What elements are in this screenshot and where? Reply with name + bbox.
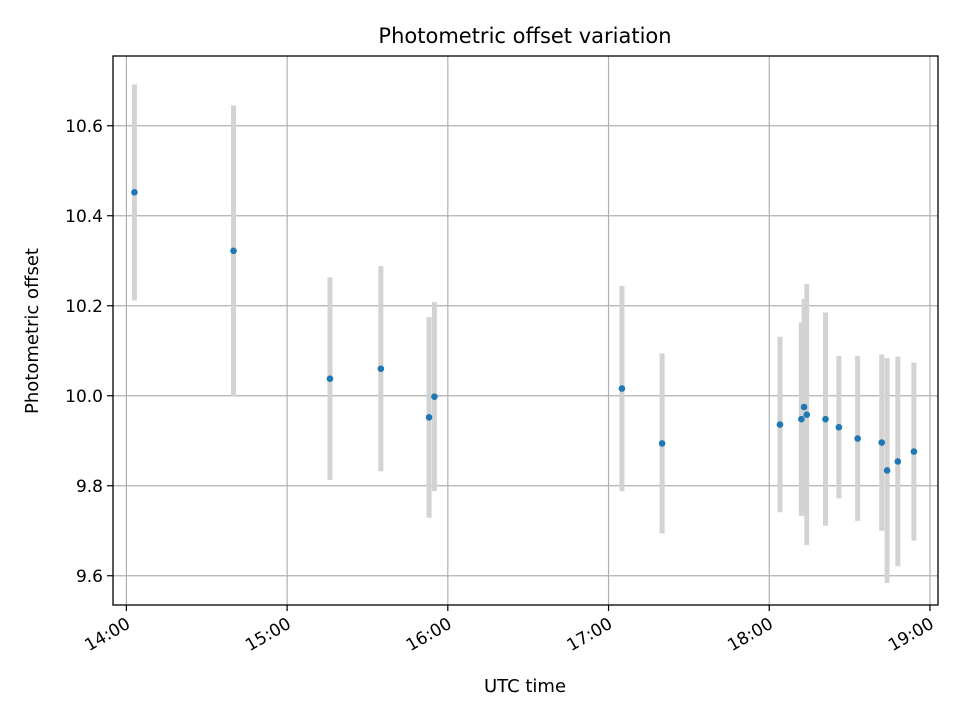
x-axis-label: UTC time [484,676,566,697]
data-point [230,247,237,255]
data-point [658,440,666,447]
data-point [377,365,385,373]
data-point [326,375,334,382]
data-point [800,403,808,411]
data-point [883,467,891,474]
y-tick-label: 9.8 [76,477,103,497]
data-point [618,385,626,392]
data-point [878,439,886,446]
data-point [835,423,843,431]
y-tick-label: 9.6 [76,567,103,587]
y-tick-label: 10.2 [65,297,103,317]
data-point [798,415,805,423]
y-tick-label: 10.6 [65,117,103,137]
data-point [425,414,433,421]
y-axis-label: Photometric offset [22,248,43,414]
data-point [822,415,829,423]
data-point [894,458,902,465]
data-point [803,411,811,418]
data-point [431,393,438,400]
chart-title: Photometric offset variation [378,24,671,48]
data-points [131,189,918,474]
plot-frame [112,55,939,606]
data-point [854,435,861,442]
y-tick-label: 10.4 [65,207,103,227]
data-point [910,448,918,455]
grid [113,56,938,605]
data-point [131,189,138,196]
y-tick-label: 10.0 [65,387,103,407]
data-point [776,421,784,428]
